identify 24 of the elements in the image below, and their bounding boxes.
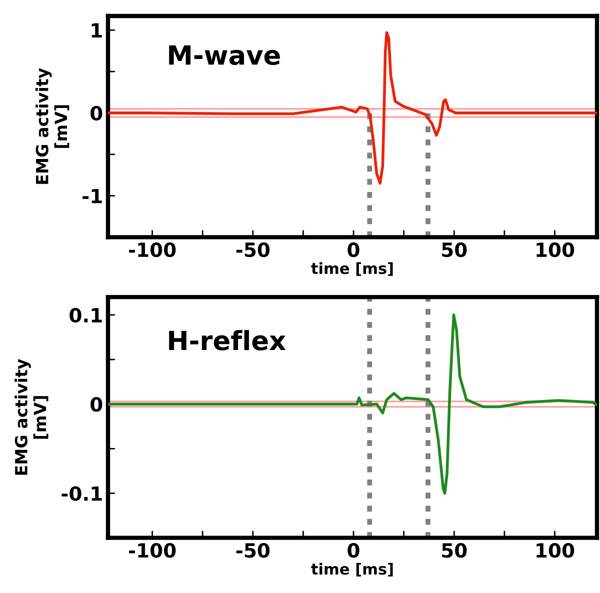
y-tick-label: 0 xyxy=(90,397,102,412)
line-series xyxy=(108,31,597,185)
x-axis-title: time [ms] xyxy=(311,262,393,276)
y-axis-title: EMG activity [mV] xyxy=(36,68,70,184)
x-tick-label: 0 xyxy=(348,242,360,258)
x-tick-label: 100 xyxy=(536,242,574,258)
x-tick-label: -50 xyxy=(236,242,270,258)
y-axis-title: EMG activity [mV] xyxy=(14,358,48,475)
line-series xyxy=(108,314,597,495)
x-axis-title: time [ms] xyxy=(311,562,393,577)
text: M-wave xyxy=(169,45,280,66)
x-tick-label: -50 xyxy=(236,543,270,558)
y-tick-label: 0 xyxy=(90,106,102,121)
y-tick-label: 0.1 xyxy=(70,308,102,323)
y-tick-label: 1 xyxy=(92,23,102,38)
y-tick-label: -1 xyxy=(82,188,102,204)
x-tick-label: 50 xyxy=(442,543,467,558)
x-tick-label: -100 xyxy=(129,543,176,558)
y-tick-label: -0.1 xyxy=(62,486,102,501)
text: H-reflex xyxy=(169,330,286,350)
x-tick-label: 50 xyxy=(442,242,467,258)
x-tick-label: -100 xyxy=(129,242,176,258)
x-tick-label: 0 xyxy=(348,543,360,558)
x-tick-label: 100 xyxy=(536,543,574,558)
